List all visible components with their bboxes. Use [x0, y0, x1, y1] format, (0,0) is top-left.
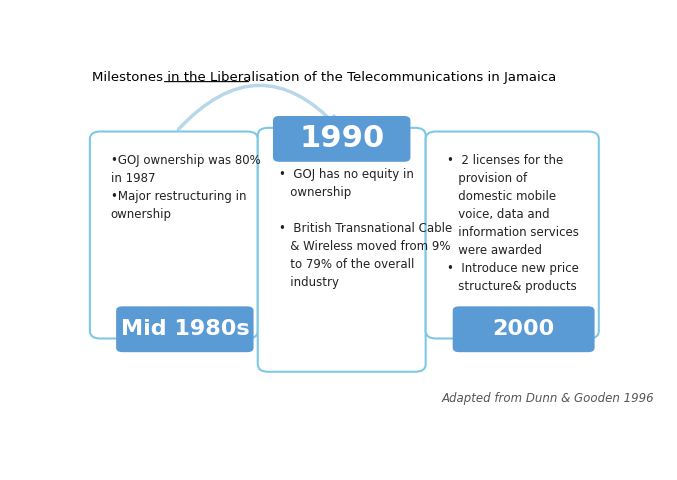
FancyBboxPatch shape	[258, 128, 426, 372]
Text: 2000: 2000	[493, 319, 554, 339]
Text: Mid 1980s: Mid 1980s	[121, 319, 249, 339]
FancyBboxPatch shape	[116, 306, 254, 352]
FancyBboxPatch shape	[426, 132, 599, 338]
FancyBboxPatch shape	[273, 116, 410, 162]
Text: Milestones in the Liberalisation of the Telecommunications in Jamaica: Milestones in the Liberalisation of the …	[93, 71, 556, 84]
Text: •  GOJ has no equity in
   ownership

•  British Transnational Cable
   & Wirele: • GOJ has no equity in ownership • Briti…	[279, 168, 452, 289]
Text: •GOJ ownership was 80%
in 1987
•Major restructuring in
ownership: •GOJ ownership was 80% in 1987 •Major re…	[111, 154, 261, 221]
Text: 1990: 1990	[299, 124, 385, 154]
FancyBboxPatch shape	[453, 306, 594, 352]
Text: Adapted from Dunn & Gooden 1996: Adapted from Dunn & Gooden 1996	[441, 392, 654, 405]
FancyBboxPatch shape	[90, 132, 258, 338]
Text: •  2 licenses for the
   provision of
   domestic mobile
   voice, data and
   i: • 2 licenses for the provision of domest…	[447, 154, 579, 293]
